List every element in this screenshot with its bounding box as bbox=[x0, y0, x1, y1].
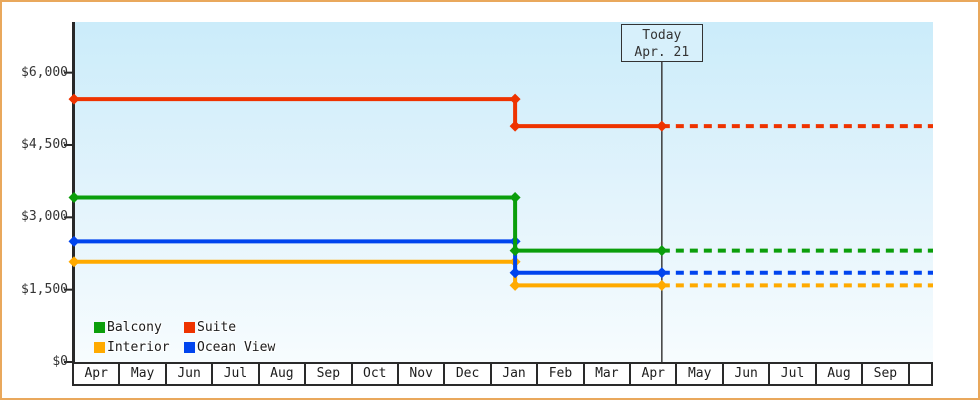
series-line-balcony bbox=[74, 195, 662, 253]
series-marker-ocean-view bbox=[656, 267, 668, 279]
series-marker-interior bbox=[656, 279, 668, 291]
legend-swatch-suite bbox=[184, 321, 195, 333]
month-cell: May bbox=[120, 364, 167, 384]
legend-label-suite: Suite bbox=[197, 319, 237, 335]
month-cell-empty bbox=[910, 364, 931, 384]
month-cell: Oct bbox=[353, 364, 399, 384]
plot-area-background bbox=[75, 22, 933, 362]
legend-item-balcony: Balcony bbox=[94, 317, 184, 337]
month-cell: Feb bbox=[538, 364, 585, 384]
series-marker-ocean-view bbox=[68, 235, 80, 247]
y-axis-label: $3,000 bbox=[21, 209, 68, 225]
month-cell: Jun bbox=[167, 364, 214, 384]
y-axis-label: $0 bbox=[52, 354, 68, 369]
month-cell: Sep bbox=[863, 364, 910, 384]
series-marker-suite bbox=[68, 93, 80, 105]
month-cell: Jul bbox=[770, 364, 817, 384]
today-date: Apr. 21 bbox=[634, 45, 690, 60]
series-marker-suite bbox=[509, 93, 521, 105]
series-line-suite bbox=[74, 97, 662, 129]
series-marker-balcony bbox=[68, 192, 80, 204]
month-cell: Dec bbox=[445, 364, 492, 384]
legend-swatch-interior bbox=[94, 341, 105, 353]
month-cell: May bbox=[677, 364, 724, 384]
month-cell: Sep bbox=[306, 364, 353, 384]
legend-swatch-balcony bbox=[94, 321, 105, 333]
legend-item-suite: Suite bbox=[184, 317, 275, 337]
month-cell: Aug bbox=[817, 364, 864, 384]
y-axis-label: $6,000 bbox=[21, 64, 68, 80]
legend-label-interior: Interior bbox=[107, 339, 170, 355]
legend-swatch-ocean-view bbox=[184, 341, 195, 353]
month-cell: Aug bbox=[260, 364, 307, 384]
series-marker-interior bbox=[509, 279, 521, 291]
series-marker-balcony bbox=[509, 192, 521, 204]
series-marker-ocean-view bbox=[509, 267, 521, 279]
month-cell: Nov bbox=[399, 364, 446, 384]
legend-label-balcony: Balcony bbox=[107, 319, 162, 335]
month-cell: Apr bbox=[74, 364, 121, 384]
month-cell: Apr bbox=[631, 364, 678, 384]
series-marker-suite bbox=[656, 120, 668, 132]
y-axis-label: $4,500 bbox=[21, 136, 68, 152]
series-marker-balcony bbox=[509, 245, 521, 257]
month-cell: Jun bbox=[724, 364, 771, 384]
legend-item-interior: Interior bbox=[94, 337, 184, 357]
series-marker-suite bbox=[509, 120, 521, 132]
month-cell: Mar bbox=[585, 364, 632, 384]
legend-label-ocean-view: Ocean View bbox=[197, 339, 276, 355]
month-cell: Jan bbox=[492, 364, 539, 384]
x-axis-month-row: Apr May Jun Jul Aug Sep Oct Nov Dec Jan Feb Mar Apr M… bbox=[72, 362, 933, 386]
today-label: Today bbox=[642, 28, 682, 43]
series-line-ocean-view bbox=[74, 239, 662, 275]
series-marker-balcony bbox=[656, 245, 668, 257]
legend-item-ocean-view: Ocean View bbox=[184, 337, 275, 357]
legend: Balcony Suite Interior Ocean View bbox=[94, 317, 275, 357]
y-axis-label: $1,500 bbox=[21, 281, 68, 297]
month-cell: Jul bbox=[213, 364, 260, 384]
today-marker-box: Today Apr. 21 bbox=[620, 24, 703, 62]
series-marker-interior bbox=[68, 256, 80, 268]
